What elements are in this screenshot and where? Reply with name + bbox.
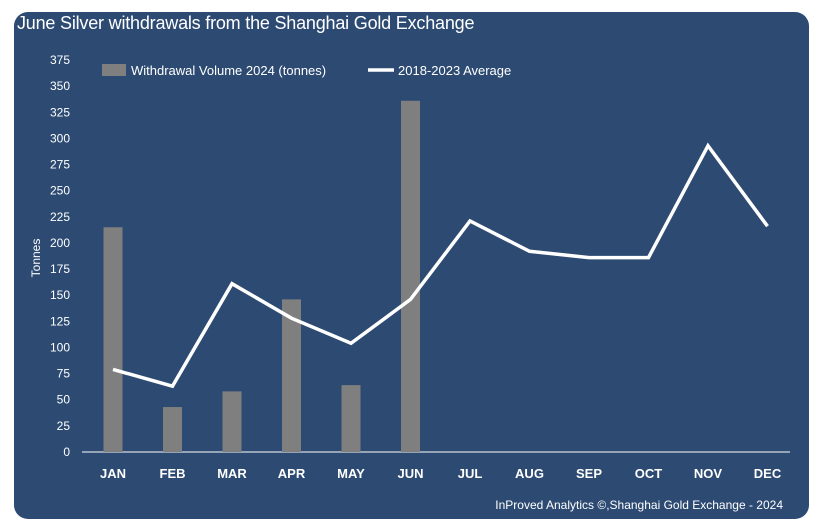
x-tick-label: OCT xyxy=(635,466,663,481)
bar-may xyxy=(341,385,361,452)
y-tick-label: 50 xyxy=(57,393,71,407)
y-tick-label: 250 xyxy=(50,184,70,198)
x-tick-label: JAN xyxy=(100,466,126,481)
x-tick-label: JUL xyxy=(458,466,483,481)
bar-jun xyxy=(401,100,420,452)
legend-line-label: 2018-2023 Average xyxy=(398,63,511,78)
y-axis-label: Tonnes xyxy=(29,239,43,278)
x-tick-label: APR xyxy=(278,466,306,481)
x-tick-label: MAY xyxy=(337,466,365,481)
x-tick-label: DEC xyxy=(754,466,782,481)
bar-mar xyxy=(222,391,242,452)
y-tick-label: 275 xyxy=(50,158,70,172)
x-tick-label: AUG xyxy=(515,466,544,481)
bar-feb xyxy=(163,407,182,452)
x-tick-label: MAR xyxy=(217,466,247,481)
y-tick-label: 200 xyxy=(50,236,70,250)
x-tick-label: FEB xyxy=(160,466,186,481)
x-tick-label: JUN xyxy=(397,466,423,481)
y-tick-label: 100 xyxy=(50,340,70,354)
y-tick-label: 25 xyxy=(57,419,71,433)
y-tick-label: 75 xyxy=(57,367,71,381)
average-line xyxy=(112,142,769,389)
y-tick-label: 125 xyxy=(50,314,70,328)
bar-jan xyxy=(103,227,123,452)
y-tick-label: 175 xyxy=(50,262,70,276)
x-tick-label: NOV xyxy=(694,466,723,481)
y-tick-label: 225 xyxy=(50,210,70,224)
y-tick-label: 0 xyxy=(63,445,70,459)
y-tick-label: 375 xyxy=(50,53,70,67)
chart-title: June Silver withdrawals from the Shangha… xyxy=(17,13,475,33)
legend-bar-swatch xyxy=(102,64,126,76)
y-tick-label: 300 xyxy=(50,131,70,145)
source-footer: InProved Analytics ©,Shanghai Gold Excha… xyxy=(495,498,783,512)
legend-bar-label: Withdrawal Volume 2024 (tonnes) xyxy=(131,63,326,78)
y-tick-label: 350 xyxy=(50,79,70,93)
y-tick-label: 325 xyxy=(50,105,70,119)
y-tick-label: 150 xyxy=(50,288,70,302)
x-tick-label: SEP xyxy=(576,466,602,481)
bar-apr xyxy=(282,299,301,452)
